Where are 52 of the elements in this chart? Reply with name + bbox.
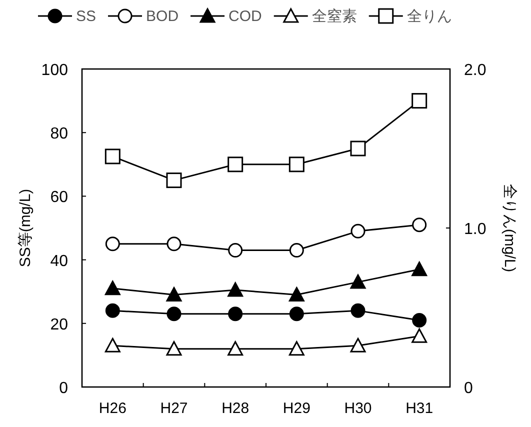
- point: [104, 148, 120, 164]
- point: [228, 282, 244, 297]
- point: [104, 280, 120, 296]
- legend-label: 全窒素: [312, 8, 357, 25]
- y-tick-label: 20: [50, 316, 68, 334]
- y-axis-title: SS等(mg/L): [17, 188, 34, 268]
- y-tick-label: 0: [59, 380, 68, 397]
- point: [288, 287, 304, 302]
- y2-tick-label: 0: [464, 380, 473, 397]
- point: [412, 93, 428, 109]
- x-tick-label: H30: [344, 400, 372, 417]
- x-tick-label: H28: [222, 400, 250, 417]
- point: [350, 338, 366, 352]
- x-tick-label: H27: [160, 400, 188, 417]
- point: [105, 236, 120, 252]
- point: [288, 156, 304, 172]
- point: [412, 312, 427, 328]
- point: [228, 306, 243, 322]
- point: [228, 156, 244, 172]
- legend-label: SS: [76, 8, 96, 25]
- point: [288, 341, 304, 356]
- y2-tick-label: 2.0: [464, 62, 486, 79]
- point: [105, 303, 120, 318]
- point: [166, 236, 182, 252]
- point: [350, 224, 366, 238]
- point: [350, 140, 366, 156]
- point: [166, 341, 182, 356]
- point: [412, 328, 428, 343]
- legend-label: 全りん: [406, 8, 452, 25]
- y-tick-label: 100: [41, 62, 68, 79]
- point: [289, 243, 304, 258]
- point: [350, 303, 366, 318]
- y-tick-label: 40: [50, 252, 68, 270]
- x-tick-label: H31: [406, 400, 434, 417]
- y-tick-label: 60: [50, 189, 68, 206]
- y-tick-label: 80: [50, 126, 68, 143]
- point: [166, 287, 182, 302]
- point: [412, 218, 427, 232]
- x-tick-label: H29: [282, 400, 310, 417]
- point: [350, 274, 366, 289]
- point: [166, 172, 182, 188]
- point: [228, 243, 243, 258]
- y2-axis-title: 全りん(mg/L): [501, 184, 518, 272]
- point: [166, 306, 182, 322]
- x-tick-label: H26: [98, 400, 126, 417]
- point: [228, 341, 244, 356]
- legend-label: COD: [228, 8, 262, 25]
- point: [104, 338, 120, 352]
- point: [289, 306, 304, 322]
- point: [412, 262, 428, 276]
- y2-tick-label: 1.0: [464, 221, 486, 238]
- legend-label: BOD: [146, 8, 179, 25]
